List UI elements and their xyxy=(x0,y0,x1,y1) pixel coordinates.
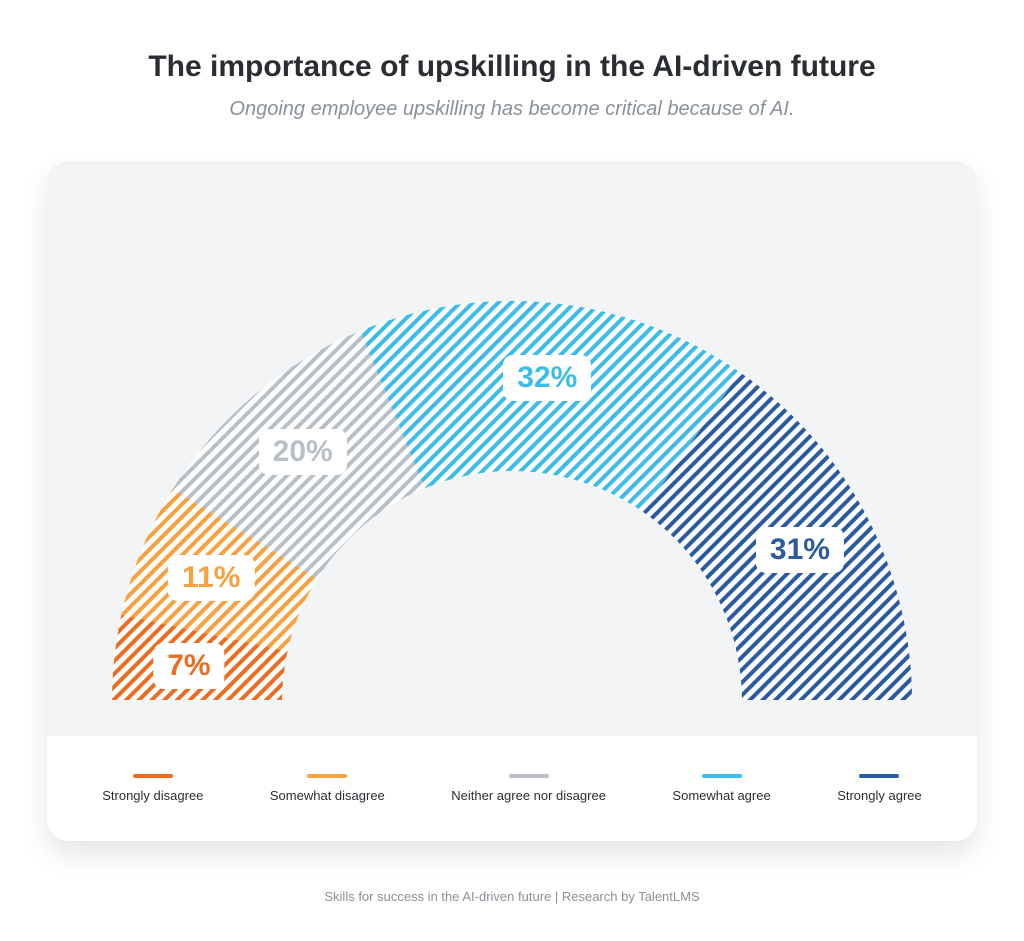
legend-swatch xyxy=(702,774,742,778)
segment-label-strongly_disagree: 7% xyxy=(153,643,224,689)
legend-swatch xyxy=(859,774,899,778)
page-title: The importance of upskilling in the AI-d… xyxy=(148,50,875,84)
legend-label: Somewhat disagree xyxy=(270,788,385,803)
legend-item-somewhat_agree: Somewhat agree xyxy=(672,774,770,803)
segment-label-strongly_agree: 31% xyxy=(756,527,844,573)
legend-label: Strongly agree xyxy=(837,788,922,803)
legend-swatch xyxy=(509,774,549,778)
legend-label: Neither agree nor disagree xyxy=(451,788,606,803)
segment-label-somewhat_disagree: 11% xyxy=(168,555,254,601)
legend-swatch xyxy=(307,774,347,778)
segment-label-neither: 20% xyxy=(259,429,347,475)
chart-legend: Strongly disagree Somewhat disagree Neithe… xyxy=(47,736,977,841)
segment-label-somewhat_agree: 32% xyxy=(503,355,591,401)
legend-item-somewhat_disagree: Somewhat disagree xyxy=(270,774,385,803)
legend-item-neither: Neither agree nor disagree xyxy=(451,774,606,803)
chart-card: 7% 11% 20% 32% 31% Strongly disagree Somewhat… xyxy=(47,161,977,841)
infographic-page: The importance of upskilling in the AI-d… xyxy=(0,0,1024,941)
source-footer: Skills for success in the AI-driven futu… xyxy=(324,889,699,904)
legend-label: Strongly disagree xyxy=(102,788,203,803)
page-subtitle: Ongoing employee upskilling has become c… xyxy=(229,98,794,121)
legend-item-strongly_agree: Strongly agree xyxy=(837,774,922,803)
legend-item-strongly_disagree: Strongly disagree xyxy=(102,774,203,803)
legend-label: Somewhat agree xyxy=(672,788,770,803)
chart-area: 7% 11% 20% 32% 31% xyxy=(47,191,977,736)
legend-swatch xyxy=(133,774,173,778)
